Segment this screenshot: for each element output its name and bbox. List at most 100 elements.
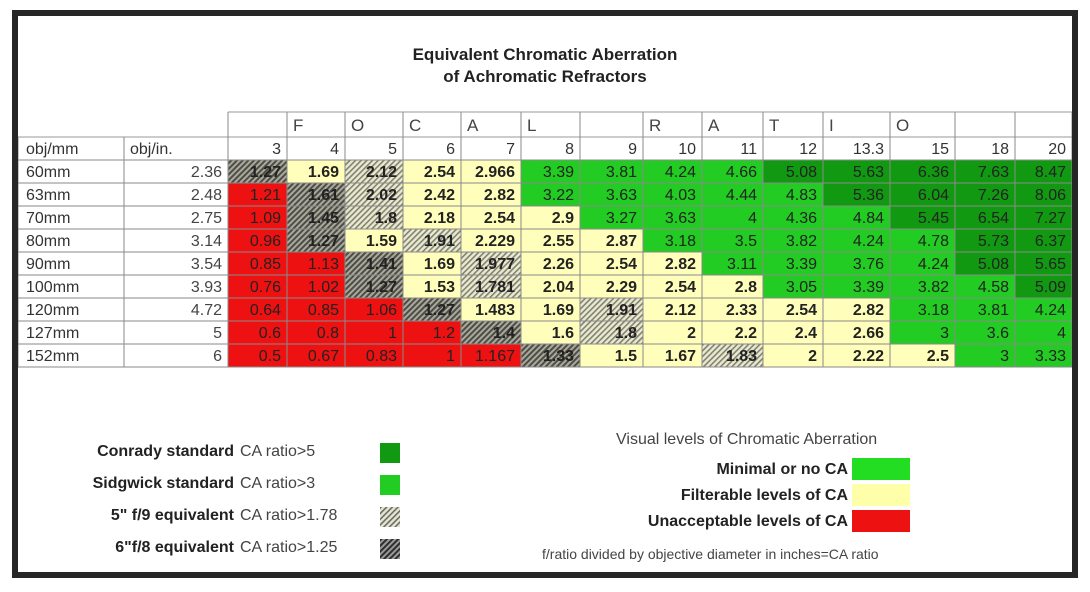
ca-cell-bg — [580, 160, 643, 183]
ca-value-label: 5.73 — [978, 233, 1009, 250]
focal-ratio-label: 12 — [799, 141, 817, 158]
ca-cell-bg — [228, 206, 287, 229]
ca-value-label: 3.76 — [853, 256, 884, 273]
ca-cell-bg — [890, 344, 955, 367]
ca-value-label: 5.45 — [918, 210, 949, 227]
ca-cell-bg — [228, 183, 287, 206]
ca-value-label: 1 — [388, 325, 397, 342]
ca-value-label: 1.977 — [475, 256, 515, 273]
ca-value-label: 2.54 — [424, 164, 455, 181]
title-line-2: of Achromatic Refractors — [443, 67, 647, 86]
ca-cell-hatch — [345, 183, 403, 206]
ca-cell-hatch — [521, 344, 580, 367]
ca-value-label: 2.22 — [853, 348, 884, 365]
ca-value-label: 3 — [1000, 348, 1009, 365]
ca-value-label: 2.229 — [475, 233, 515, 250]
ca-value-label: 0.64 — [250, 302, 281, 319]
ca-value-label: 0.5 — [259, 348, 281, 365]
ca-cell-bg — [955, 252, 1015, 275]
ca-value-label: 1.45 — [308, 210, 339, 227]
ca-value-label: 4.24 — [853, 233, 884, 250]
ca-value-label: 1 — [446, 348, 455, 365]
ca-value-label: 4.66 — [726, 164, 757, 181]
ca-cell-bg — [823, 160, 890, 183]
ca-cell-bg — [228, 298, 287, 321]
row-label-inch: 2.36 — [191, 164, 222, 181]
legend-footnote: f/ratio divided by objective diameter in… — [542, 546, 879, 562]
legend-name: 6"f/8 equivalent — [115, 539, 234, 556]
ca-cell-bg — [643, 252, 702, 275]
focal-ratio-label: 4 — [330, 141, 339, 158]
ca-value-label: 1.13 — [308, 256, 339, 273]
ca-cell-bg — [228, 252, 287, 275]
ca-cell-bg — [643, 344, 702, 367]
ca-cell-bg — [1015, 183, 1072, 206]
ca-value-label: 6.36 — [918, 164, 949, 181]
ca-value-label: 2.54 — [484, 210, 515, 227]
ca-value-label: 3.6 — [987, 325, 1009, 342]
ca-cell-bg — [890, 321, 955, 344]
ca-value-label: 3.39 — [786, 256, 817, 273]
ca-cell-hatch — [287, 206, 345, 229]
ca-cell-bg — [461, 183, 521, 206]
ca-cell-bg — [461, 298, 521, 321]
ca-value-label: 0.67 — [308, 348, 339, 365]
ca-value-label: 2.18 — [424, 210, 455, 227]
row-label-mm: 127mm — [26, 325, 79, 342]
ca-cell-bg — [345, 344, 403, 367]
ca-cell-bg — [580, 206, 643, 229]
ca-value-label: 1.27 — [308, 233, 339, 250]
ca-value-label: 4.03 — [665, 187, 696, 204]
ca-cell-bg — [580, 252, 643, 275]
legend-ratio: CA ratio>1.25 — [240, 539, 338, 556]
ca-value-label: 1.67 — [665, 348, 696, 365]
row-label-inch: 5 — [213, 325, 222, 342]
ca-cell-bg — [403, 275, 461, 298]
filterable-swatch — [852, 484, 910, 506]
ca-value-label: 1.61 — [308, 187, 339, 204]
focal-ratio-label: 9 — [628, 141, 637, 158]
ca-value-label: 1.2 — [433, 325, 455, 342]
ca-value-label: 7.26 — [978, 187, 1009, 204]
hatch-light-swatch — [380, 507, 400, 527]
ca-cell-hatch — [461, 321, 521, 344]
legend-ratio: CA ratio>3 — [240, 475, 316, 492]
ca-cell-hatch — [287, 183, 345, 206]
row-label-mm: 90mm — [26, 256, 70, 273]
ca-value-label: 1.33 — [543, 348, 574, 365]
ca-value-label: 1.91 — [606, 302, 637, 319]
ca-value-label: 4.58 — [978, 279, 1009, 296]
ca-cell-bg — [763, 344, 823, 367]
row-label-inch: 4.72 — [191, 302, 222, 319]
ca-cell-bg — [702, 275, 763, 298]
ca-cell-bg — [580, 229, 643, 252]
focal-ratio-letter: O — [896, 116, 909, 135]
ca-value-label: 1.27 — [424, 302, 455, 319]
ca-cell-hatch — [403, 229, 461, 252]
ca-cell-bg — [823, 321, 890, 344]
ca-cell-bg — [955, 229, 1015, 252]
ca-cell-hatch — [580, 321, 643, 344]
ca-value-label: 2.04 — [543, 279, 574, 296]
ca-cell-hatch — [345, 275, 403, 298]
row-label-inch: 6 — [213, 348, 222, 365]
title-line-1: Equivalent Chromatic Aberration — [412, 45, 678, 64]
row-label-inch: 3.93 — [191, 279, 222, 296]
ca-value-label: 1.69 — [424, 256, 455, 273]
focal-ratio-label: 7 — [506, 141, 515, 158]
row-label-mm: 152mm — [26, 348, 79, 365]
ca-cell-bg — [823, 206, 890, 229]
ca-cell-bg — [955, 206, 1015, 229]
ca-value-label: 5.09 — [1035, 279, 1066, 296]
ca-value-label: 4 — [748, 210, 757, 227]
ca-cell-bg — [702, 206, 763, 229]
ca-value-label: 1.69 — [308, 164, 339, 181]
ca-cell-bg — [580, 275, 643, 298]
ca-value-label: 2.42 — [424, 187, 455, 204]
ca-value-label: 1.4 — [493, 325, 515, 342]
ca-value-label: 2 — [808, 348, 817, 365]
ca-cell-bg — [521, 298, 580, 321]
ca-value-label: 2.12 — [366, 164, 397, 181]
ca-cell-bg — [702, 160, 763, 183]
chart-title: Equivalent Chromatic Aberration of Achro… — [18, 44, 1072, 88]
